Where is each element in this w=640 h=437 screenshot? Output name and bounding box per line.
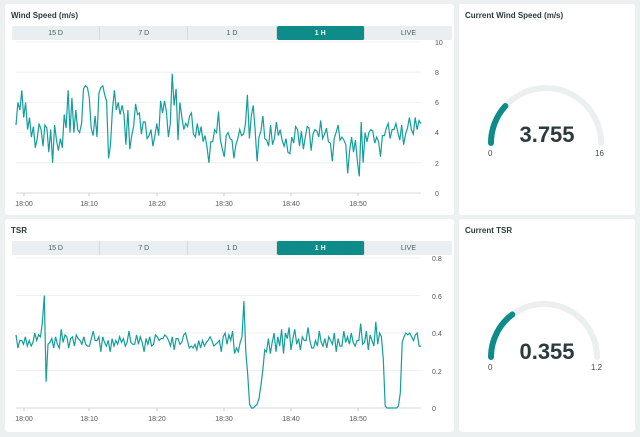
tsr-x-tick: 18:40 <box>282 416 300 423</box>
tsr-x-tick: 18:20 <box>148 416 166 423</box>
tsr-y-tick: 0 <box>432 406 436 413</box>
wind-x-tick: 18:30 <box>215 201 233 208</box>
wind-x-tick: 18:40 <box>282 201 300 208</box>
tsr-gauge-fill <box>487 311 516 360</box>
wind-gauge-title: Current Wind Speed (m/s) <box>465 11 564 20</box>
tab-7d[interactable]: 7 D <box>100 26 189 40</box>
wind-series-line <box>15 73 422 177</box>
wind-x-tick: 18:00 <box>15 201 33 208</box>
wind-y-tick: 2 <box>435 161 439 168</box>
wind-time-range-tabs: 15 D 7 D 1 D 1 H LIVE <box>12 26 452 40</box>
tab-live[interactable]: LIVE <box>400 244 416 252</box>
tab-15d[interactable]: 15 D <box>12 241 101 255</box>
tsr-gauge-max: 1.2 <box>591 363 603 372</box>
wind-y-tick: 8 <box>435 70 439 77</box>
wind-x-tick: 18:10 <box>80 201 98 208</box>
tab-7d[interactable]: 7 D <box>100 241 189 255</box>
tsr-y-tick: 0.2 <box>432 369 442 376</box>
wind-x-tick: 18:20 <box>148 201 166 208</box>
wind-gauge-min: 0 <box>488 149 493 158</box>
tsr-y-tick: 0.8 <box>432 256 442 263</box>
wind-chart-card: Wind Speed (m/s) 15 D 7 D 1 D 1 H LIVE 1… <box>5 4 454 215</box>
tsr-x-tick: 18:50 <box>349 416 367 423</box>
wind-x-axis: 18:00 18:10 18:20 18:30 18:40 18:50 <box>15 201 367 208</box>
wind-chart: 10 8 6 4 2 0 18:00 18:10 18:20 18:30 18:… <box>15 40 443 208</box>
wind-gauge-fill <box>488 103 509 146</box>
tsr-x-tick: 18:00 <box>15 416 33 423</box>
tsr-chart: 0.8 0.6 0.4 0.2 0 18:00 18:10 18:20 18:3… <box>15 256 442 423</box>
tsr-gauge-card: Current TSR 0.355 0 1.2 <box>459 219 635 432</box>
tsr-gauge-title: Current TSR <box>465 226 513 235</box>
tsr-y-axis: 0.8 0.6 0.4 0.2 0 <box>432 256 442 413</box>
tsr-chart-card: TSR 15 D 7 D 1 D 1 H LIVE 0.8 0.6 0.4 0.… <box>5 219 454 432</box>
wind-gauge <box>488 85 604 146</box>
wind-gauge-max: 16 <box>595 149 604 158</box>
tab-15d[interactable]: 15 D <box>12 26 101 40</box>
tab-1d[interactable]: 1 D <box>188 241 277 255</box>
wind-y-axis: 10 8 6 4 2 0 <box>435 40 443 198</box>
tsr-gauge-min: 0 <box>488 363 493 372</box>
tab-1d[interactable]: 1 D <box>188 26 277 40</box>
tsr-chart-title: TSR <box>11 226 27 235</box>
tab-1h[interactable]: 1 H <box>276 26 365 40</box>
tsr-y-tick: 0.6 <box>432 294 442 301</box>
tab-1h[interactable]: 1 H <box>276 241 365 255</box>
wind-x-tick: 18:50 <box>349 201 367 208</box>
tsr-time-range-tabs: 15 D 7 D 1 D 1 H LIVE <box>12 241 452 255</box>
wind-chart-title: Wind Speed (m/s) <box>11 11 79 20</box>
wind-gauge-value: 3.755 <box>519 122 575 147</box>
tsr-x-axis: 18:00 18:10 18:20 18:30 18:40 18:50 <box>15 416 367 423</box>
tsr-gauge <box>487 301 600 360</box>
wind-gauge-card: Current Wind Speed (m/s) 3.755 0 16 <box>459 4 635 215</box>
tsr-y-tick: 0.4 <box>432 331 442 338</box>
wind-y-tick: 6 <box>435 100 439 107</box>
tab-live[interactable]: LIVE <box>400 29 416 37</box>
tsr-x-tick: 18:30 <box>215 416 233 423</box>
wind-y-tick: 10 <box>435 40 443 47</box>
wind-y-tick: 0 <box>435 191 439 198</box>
tsr-x-tick: 18:10 <box>80 416 98 423</box>
wind-y-tick: 4 <box>435 130 439 137</box>
tsr-grid <box>16 257 421 411</box>
tsr-series-line <box>15 295 421 409</box>
tsr-gauge-value: 0.355 <box>519 339 575 364</box>
wind-grid <box>16 41 421 196</box>
